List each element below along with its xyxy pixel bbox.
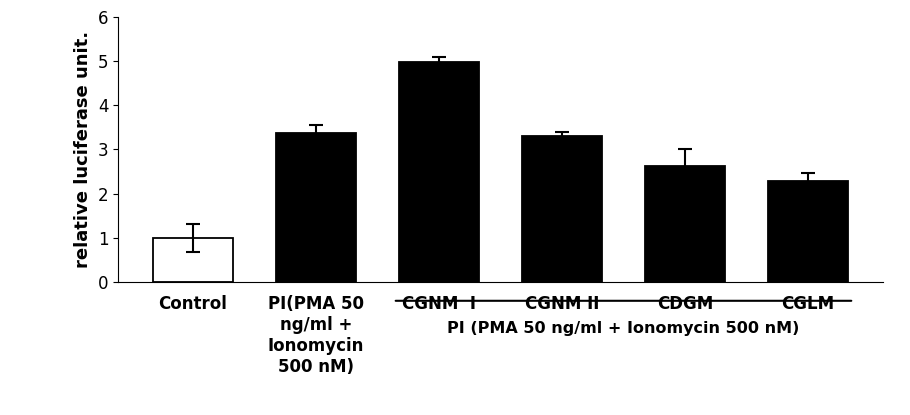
Bar (522, 136, 602, 282)
Bar (276, 132, 356, 282)
Bar (399, 62, 479, 282)
Text: PI (PMA 50 ng/ml + Ionomycin 500 nM): PI (PMA 50 ng/ml + Ionomycin 500 nM) (448, 321, 800, 336)
Bar (645, 166, 725, 282)
Bar (768, 181, 848, 282)
Bar (153, 238, 233, 282)
Y-axis label: relative luciferase unit.: relative luciferase unit. (75, 31, 93, 268)
